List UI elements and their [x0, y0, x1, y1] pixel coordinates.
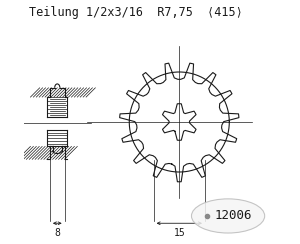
Text: 15: 15: [173, 228, 185, 238]
Text: Teilung 1/2x3/16  R7,75  ⟨415⟩: Teilung 1/2x3/16 R7,75 ⟨415⟩: [29, 6, 243, 19]
Ellipse shape: [191, 199, 265, 233]
Text: 12006: 12006: [214, 209, 252, 223]
Text: 8: 8: [54, 228, 60, 238]
